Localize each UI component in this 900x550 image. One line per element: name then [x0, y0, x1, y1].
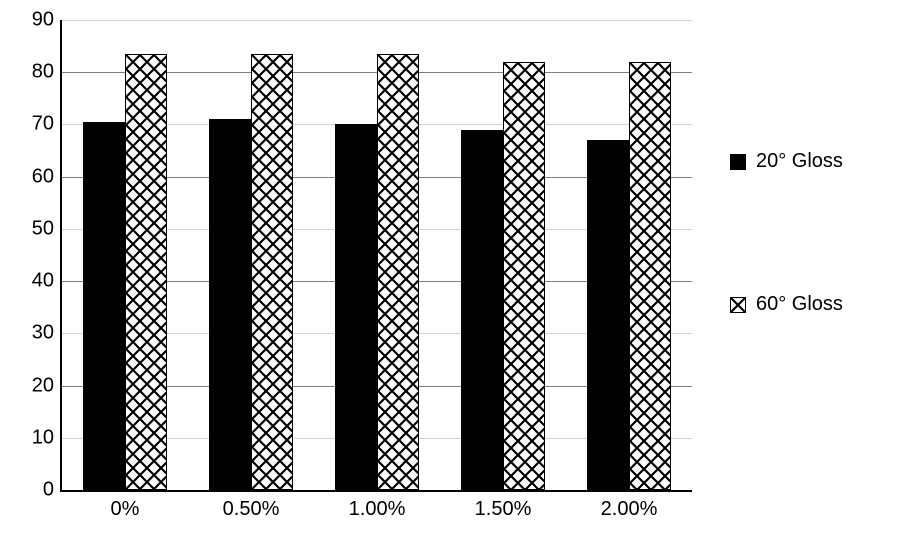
gloss-bar-chart: 0 10 20 30 40 50 60 70 80 90 0% 0.50% 1.00% 1.50% 2.00…	[0, 0, 900, 550]
plot-area: 01020304050607080900%0.50%1.00%1.50%2.00…	[60, 20, 692, 492]
bar	[83, 122, 124, 490]
x-tick-label: 1.50%	[475, 490, 532, 521]
y-tick-label: 80	[32, 61, 62, 84]
y-tick-label: 90	[32, 9, 62, 32]
x-tick-label: 0.50%	[223, 490, 280, 521]
legend-swatch	[730, 297, 746, 313]
bar	[461, 130, 502, 490]
bar	[377, 54, 418, 490]
gridline	[62, 20, 692, 21]
y-tick-label: 10	[32, 426, 62, 449]
x-tick-label: 0%	[111, 490, 140, 521]
y-tick-label: 20	[32, 374, 62, 397]
y-tick-label: 50	[32, 217, 62, 240]
y-tick-label: 70	[32, 113, 62, 136]
y-tick-label: 30	[32, 322, 62, 345]
legend-label: 20° Gloss	[756, 150, 843, 173]
y-tick-label: 40	[32, 270, 62, 293]
legend-item: 20° Gloss	[730, 150, 843, 173]
legend: 20° Gloss 60° Gloss	[730, 150, 843, 316]
bar	[209, 119, 250, 490]
legend-label: 60° Gloss	[756, 293, 843, 316]
bar	[335, 124, 376, 490]
legend-item: 60° Gloss	[730, 293, 843, 316]
x-tick-label: 1.00%	[349, 490, 406, 521]
bar	[629, 62, 670, 490]
bar	[503, 62, 544, 490]
bar	[125, 54, 166, 490]
legend-swatch	[730, 154, 746, 170]
bar	[587, 140, 628, 490]
x-tick-label: 2.00%	[601, 490, 658, 521]
y-tick-label: 60	[32, 165, 62, 188]
y-tick-label: 0	[43, 479, 62, 502]
bar	[251, 54, 292, 490]
